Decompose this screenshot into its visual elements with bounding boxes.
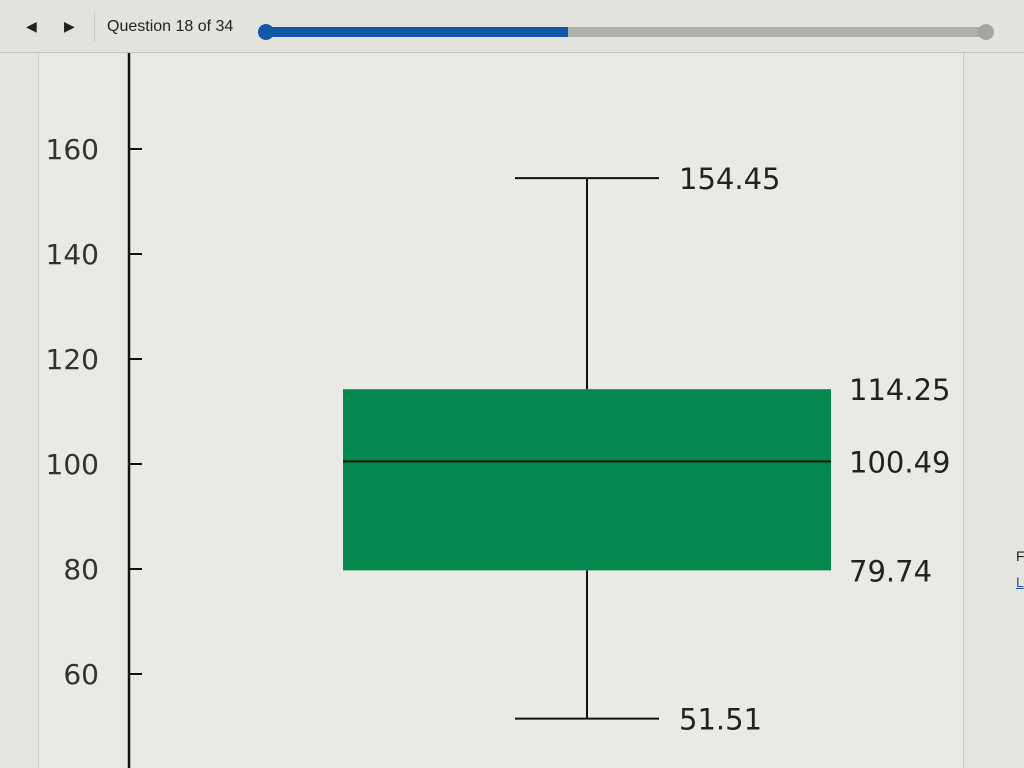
- progress-fill: [262, 27, 568, 37]
- box-plot: 160 140 120 100 80 60 40 154.45 51.51 114.25 100.4…: [46, 53, 950, 768]
- label-q3: 114.25: [849, 373, 950, 407]
- y-tick-label: 80: [63, 553, 99, 586]
- question-toolbar: ◀ ▶ Question 18 of 34: [0, 0, 1024, 53]
- y-tick-label: 120: [46, 343, 99, 376]
- y-tick-label: 40: [63, 763, 99, 768]
- divider: [94, 12, 95, 42]
- side-text-fragment: F: [1016, 548, 1024, 564]
- label-max: 154.45: [679, 162, 780, 196]
- y-tick-label: 160: [46, 133, 99, 166]
- progress-end: [978, 24, 994, 40]
- y-tick-label: 140: [46, 238, 99, 271]
- caret-right-icon[interactable]: ▶: [64, 18, 75, 34]
- label-q1: 79.74: [849, 554, 932, 588]
- y-tick-label: 100: [46, 448, 99, 481]
- progress-bar[interactable]: [258, 24, 994, 40]
- y-tick-label: 60: [63, 658, 99, 691]
- label-min: 51.51: [679, 703, 762, 737]
- iqr-box: [343, 389, 831, 571]
- label-median: 100.49: [849, 445, 950, 479]
- chart-panel: 160 140 120 100 80 60 40 154.45 51.51 114.25 100.4…: [38, 53, 964, 768]
- caret-left-icon[interactable]: ◀: [26, 18, 37, 34]
- side-link-fragment[interactable]: L: [1016, 574, 1024, 590]
- question-counter: Question 18 of 34: [107, 18, 234, 35]
- progress-knob[interactable]: [258, 24, 274, 40]
